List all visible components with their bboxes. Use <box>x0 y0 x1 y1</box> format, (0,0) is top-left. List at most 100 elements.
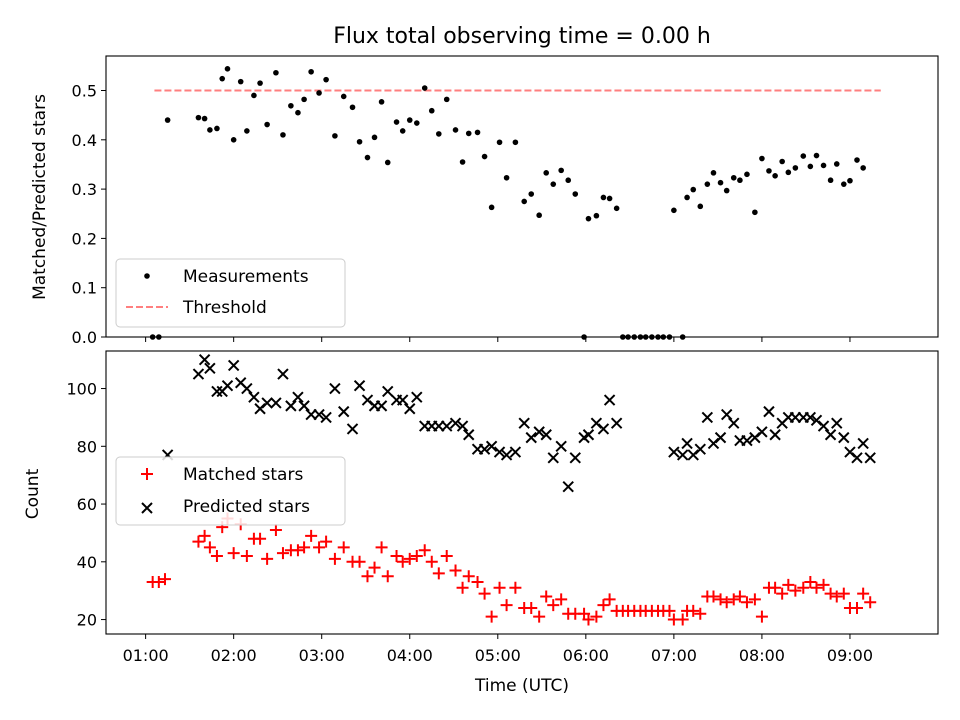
predicted-star-point <box>763 405 775 418</box>
x-tick-label: 05:00 <box>475 646 521 665</box>
predicted-star-point <box>509 446 522 458</box>
measurement-point <box>459 159 466 165</box>
predicted-star-point <box>518 417 530 429</box>
matched-star-point <box>227 547 240 560</box>
predicted-star-point <box>248 391 260 403</box>
x-tick-label: 07:00 <box>651 646 697 665</box>
predicted-star-point <box>610 417 623 429</box>
matched-star-point <box>810 581 823 594</box>
measurement-point <box>428 107 435 114</box>
measurement-point <box>219 75 226 82</box>
measurement-point <box>600 194 607 201</box>
measurement-point <box>316 90 322 96</box>
x-tick-label: 01:00 <box>123 646 169 665</box>
matched-star-point <box>410 550 423 563</box>
matched-star-point <box>817 578 830 591</box>
matched-star-point <box>830 590 843 603</box>
predicted-star-point <box>569 452 581 464</box>
matched-star-point <box>269 524 282 537</box>
measurement-point <box>671 207 677 214</box>
predicted-star-point <box>728 417 740 429</box>
measurement-point <box>704 181 711 187</box>
matched-star-point <box>769 581 782 594</box>
measurement-point <box>244 128 250 134</box>
measurement-point <box>766 168 772 174</box>
predicted-star-point <box>285 400 297 412</box>
measurement-point <box>288 102 294 109</box>
predicted-star-point <box>478 443 491 455</box>
predicted-star-point <box>298 400 310 412</box>
legend-matched-label: Matched stars <box>183 465 303 485</box>
y-tick-label: 80 <box>77 437 97 456</box>
x-tick-label: 02:00 <box>211 646 257 665</box>
matched-star-point <box>425 555 438 568</box>
y-tick-label: 60 <box>77 495 97 514</box>
measurement-point <box>710 170 717 176</box>
predicted-star-point <box>411 391 423 403</box>
matched-star-point <box>462 570 475 583</box>
predicted-star-point <box>441 420 453 432</box>
measurement-point <box>558 167 564 174</box>
matched-star-point <box>328 552 341 565</box>
matched-star-point <box>525 602 538 615</box>
chart-title: Flux total observing time = 0.00 h <box>333 24 711 49</box>
measurement-point <box>827 177 834 184</box>
measurement-point <box>443 96 450 103</box>
matched-star-point <box>824 587 837 600</box>
measurement-point <box>847 177 853 184</box>
predicted-star-point <box>485 440 498 453</box>
measurement-point <box>474 129 481 136</box>
measurement-point <box>481 153 488 160</box>
predicted-star-point <box>831 417 843 429</box>
measurement-point <box>224 66 231 72</box>
matched-star-point <box>727 593 740 606</box>
predicted-star-point <box>533 426 545 438</box>
matched-star-point <box>714 593 727 606</box>
matched-star-point <box>797 581 810 594</box>
predicted-star-point <box>198 353 211 366</box>
predicted-star-point <box>525 431 537 444</box>
matched-star-point <box>864 596 877 609</box>
y-tick-label: 40 <box>77 553 97 572</box>
count-x-ticks: 01:00 02:00 03:00 04:00 05:00 06:00 07:00 08:00… <box>123 634 873 665</box>
predicted-star-point <box>857 437 869 450</box>
matched-star-point <box>720 596 733 609</box>
count-marks <box>146 353 877 626</box>
matched-star-point <box>555 593 568 606</box>
measurement-point <box>295 109 301 116</box>
legend-measurements-label: Measurements <box>183 267 309 287</box>
measurement-point <box>214 125 220 132</box>
matched-star-point <box>582 613 595 626</box>
measurement-point <box>521 198 528 205</box>
measurement-point <box>413 120 420 126</box>
matched-star-point <box>192 535 205 548</box>
predicted-star-point <box>493 446 506 458</box>
legend-threshold-label: Threshold <box>182 298 267 318</box>
measurement-point <box>406 117 413 123</box>
predicted-star-point <box>375 400 388 412</box>
matched-star-point <box>291 544 304 557</box>
measurement-point <box>807 163 814 170</box>
count-legend-box <box>115 456 346 526</box>
predicted-star-point <box>817 420 830 432</box>
measurement-point <box>779 158 785 165</box>
matched-star-point <box>707 590 720 603</box>
matched-star-point <box>403 552 416 565</box>
ratio-axes-frame <box>105 55 939 338</box>
measurement-point <box>772 172 778 179</box>
measurement-point <box>164 117 171 123</box>
matched-star-point <box>254 532 267 545</box>
measurement-point <box>488 204 495 211</box>
measurement-point <box>230 137 237 143</box>
matched-star-point <box>276 547 289 560</box>
ratio-y-ticks: 0.0 0.1 0.2 0.3 0.4 0.5 <box>72 82 106 347</box>
ratio-legend: Measurements Threshold <box>115 258 346 328</box>
matched-star-point <box>676 613 689 626</box>
matched-star-point <box>381 570 394 583</box>
x-tick-label: 08:00 <box>739 646 785 665</box>
matched-star-point <box>540 590 553 603</box>
measurement-point <box>593 212 600 219</box>
predicted-star-point <box>404 403 416 415</box>
measurement-point <box>237 78 244 85</box>
measurement-point <box>697 203 704 210</box>
